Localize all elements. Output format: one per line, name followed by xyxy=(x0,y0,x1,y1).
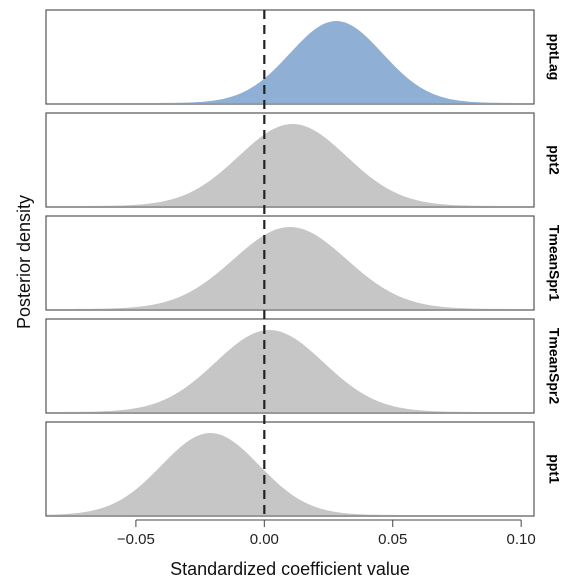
panel-frame-TmeanSpr2 xyxy=(45,318,535,414)
strip-label-ppt1: ppt1 xyxy=(546,454,562,484)
panel-ppt2: ppt2 xyxy=(45,112,562,208)
panel-TmeanSpr2: TmeanSpr2 xyxy=(45,318,562,414)
x-tick-label: −0.05 xyxy=(117,531,155,548)
panel-frame-ppt2 xyxy=(45,112,535,208)
panels-group: pptLag ppt2 TmeanSpr1 TmeanSpr2 ppt1 xyxy=(45,9,562,517)
density-area-ppt1 xyxy=(46,433,534,515)
panel-frame-pptLag xyxy=(45,9,535,105)
panel-ppt1: ppt1 xyxy=(45,421,562,517)
density-area-TmeanSpr1 xyxy=(46,227,534,309)
density-area-pptLag xyxy=(46,21,534,103)
y-axis-title: Posterior density xyxy=(14,195,34,329)
x-axis: −0.05 0.00 0.05 0.10 xyxy=(117,519,536,548)
x-tick-label: 0.05 xyxy=(378,531,407,548)
strip-label-TmeanSpr1: TmeanSpr1 xyxy=(546,225,562,301)
x-tick-label: 0.00 xyxy=(250,531,279,548)
strip-label-ppt2: ppt2 xyxy=(546,145,562,175)
density-area-TmeanSpr2 xyxy=(46,330,534,412)
panel-frame-TmeanSpr1 xyxy=(45,215,535,311)
strip-label-TmeanSpr2: TmeanSpr2 xyxy=(546,328,562,404)
x-axis-title: Standardized coefficient value xyxy=(170,559,410,579)
strip-label-pptLag: pptLag xyxy=(546,34,562,81)
density-area-ppt2 xyxy=(46,124,534,206)
panel-pptLag: pptLag xyxy=(45,9,562,105)
panel-TmeanSpr1: TmeanSpr1 xyxy=(45,215,562,311)
panel-frame-ppt1 xyxy=(45,421,535,517)
x-tick-label: 0.10 xyxy=(507,531,536,548)
